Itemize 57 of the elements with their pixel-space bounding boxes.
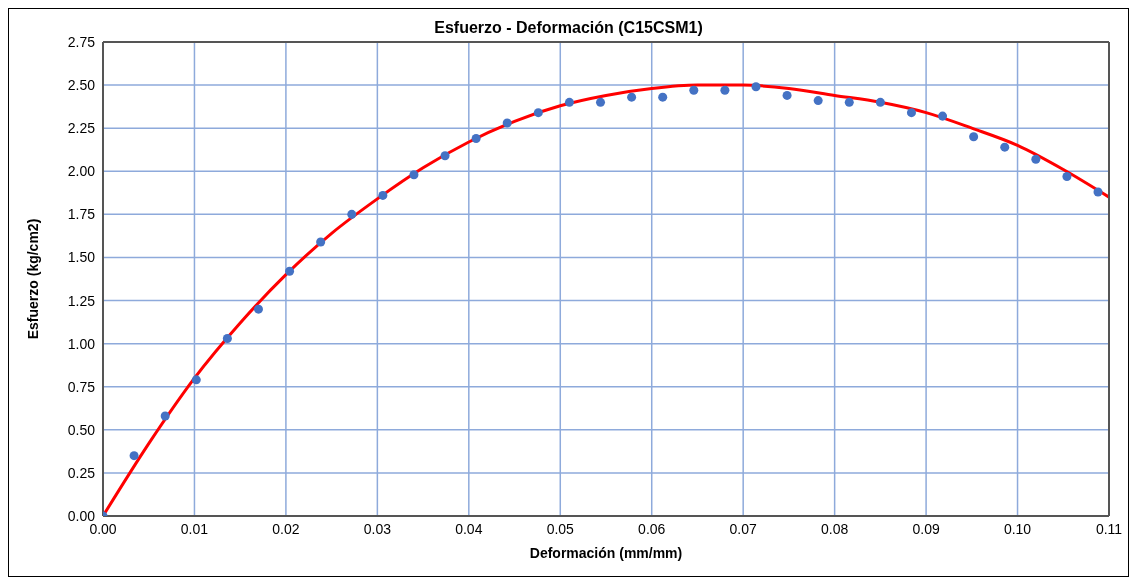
point: [222, 333, 232, 343]
y-tick-label: 0.50: [67, 421, 96, 438]
point: [564, 97, 574, 107]
point: [471, 134, 481, 144]
point: [191, 375, 201, 385]
point: [720, 85, 730, 95]
x-tick-label: 0.05: [546, 520, 575, 537]
x-tick-label: 0.06: [638, 520, 666, 537]
point: [969, 132, 979, 142]
x-tick-label: 0.09: [912, 520, 940, 537]
point: [596, 97, 606, 107]
point: [689, 85, 699, 95]
point: [782, 90, 792, 100]
x-tick-label: 0.02: [272, 520, 300, 537]
point: [533, 108, 543, 118]
point: [1062, 171, 1072, 181]
y-tick-label: 0.25: [67, 464, 96, 481]
point: [253, 304, 263, 314]
x-tick-label: 0.11: [1095, 520, 1123, 537]
point: [1000, 142, 1010, 152]
point: [938, 111, 948, 121]
point: [906, 108, 916, 118]
point: [813, 96, 823, 106]
x-tick-label: 0.04: [455, 520, 483, 537]
point: [285, 266, 295, 276]
y-axis-title: Esfuerzo (kg/cm2): [24, 218, 41, 340]
point: [378, 190, 388, 200]
point: [844, 97, 854, 107]
chart-title: Esfuerzo - Deformación (C15CSM1): [434, 19, 703, 36]
point: [129, 451, 139, 461]
point: [875, 97, 885, 107]
y-tick-label: 0.75: [67, 378, 96, 395]
point: [1093, 187, 1103, 197]
x-tick-label: 0.10: [1003, 520, 1032, 537]
x-tick-label: 0.07: [729, 520, 758, 537]
point: [160, 411, 170, 421]
point: [502, 118, 512, 128]
point: [658, 92, 668, 102]
y-tick-label: 2.25: [67, 120, 96, 137]
y-tick-label: 2.00: [67, 163, 96, 180]
y-tick-label: 1.50: [67, 249, 96, 266]
x-tick-label: 0.08: [821, 520, 849, 537]
point: [347, 209, 357, 219]
point: [409, 170, 419, 180]
y-tick-label: 2.50: [67, 77, 96, 94]
x-axis-title: Deformación (mm/mm): [529, 545, 683, 561]
y-tick-label: 1.25: [67, 292, 96, 309]
y-tick-label: 1.75: [67, 206, 96, 223]
y-tick-label: 2.75: [67, 33, 96, 50]
point: [440, 151, 450, 161]
x-tick-label: 0.01: [180, 520, 209, 537]
y-tick-label: 1.00: [67, 335, 96, 352]
x-tick-label: 0.03: [363, 520, 392, 537]
point: [627, 92, 637, 102]
point: [1031, 154, 1041, 164]
point: [316, 237, 326, 247]
point: [751, 82, 761, 92]
